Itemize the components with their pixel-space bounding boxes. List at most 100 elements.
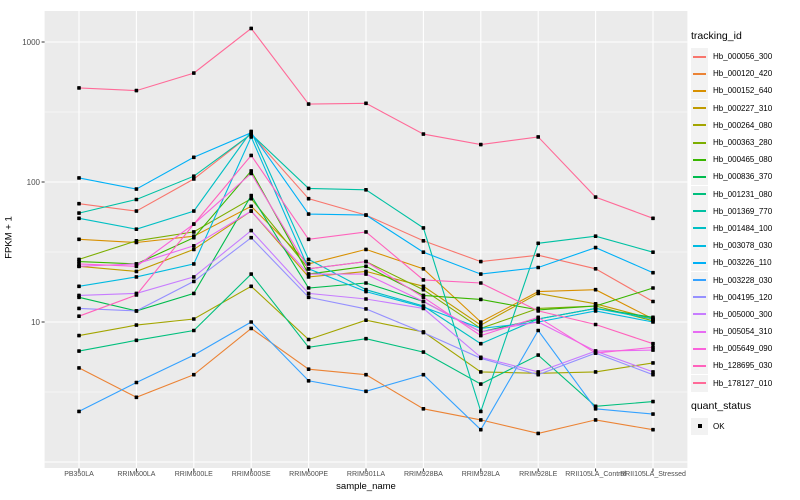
legend-key — [691, 237, 708, 255]
legend-item: Hb_001484_100 — [691, 219, 799, 237]
data-point — [364, 307, 368, 311]
legend: tracking_id Hb_000056_300 Hb_000120_420 Hb… — [691, 30, 799, 435]
data-point — [77, 201, 81, 206]
data-point — [536, 291, 540, 296]
data-point — [249, 193, 253, 198]
data-point — [192, 230, 196, 234]
data-point — [306, 272, 311, 276]
data-point — [306, 379, 311, 383]
data-point — [306, 337, 311, 342]
legend-title: tracking_id — [691, 30, 742, 42]
data-point — [479, 320, 483, 324]
data-point — [651, 286, 655, 290]
data-point — [249, 196, 253, 201]
data-point — [651, 345, 655, 350]
data-point — [651, 361, 655, 365]
data-point — [134, 227, 139, 231]
legend-color-line — [693, 141, 706, 144]
legend-key — [691, 82, 708, 100]
legend-color-line — [693, 89, 706, 92]
data-point — [77, 86, 81, 90]
legend-color-line — [693, 175, 706, 178]
legend-item: Hb_000363_280 — [691, 134, 799, 152]
legend-key — [691, 219, 708, 237]
legend-key — [691, 116, 708, 134]
legend-color-line — [693, 72, 706, 75]
legend-key — [691, 185, 708, 203]
legend-item-label: Hb_004195_120 — [713, 292, 773, 302]
data-point — [479, 409, 483, 414]
legend-color-line — [693, 279, 706, 282]
legend-item: Hb_005649_090 — [691, 340, 799, 358]
data-point — [593, 195, 598, 199]
data-point — [651, 412, 655, 416]
legend-item-label: Hb_001369_770 — [713, 206, 773, 216]
data-point — [192, 71, 196, 75]
data-point — [192, 155, 196, 160]
legend-item: Hb_128695_030 — [691, 357, 799, 375]
legend-color-line — [693, 124, 706, 127]
y-tick-label: 1000 — [22, 37, 40, 47]
data-point — [479, 323, 483, 327]
data-point — [364, 101, 368, 106]
x-tick-label: PB350LA — [64, 471, 94, 478]
legend-item-label: Hb_001231_080 — [713, 189, 773, 199]
legend-item: Hb_000465_080 — [691, 151, 799, 169]
legend-item-label: Hb_005054_310 — [713, 327, 773, 337]
data-point — [421, 295, 426, 300]
data-point — [134, 88, 139, 93]
data-point — [306, 237, 311, 242]
data-point — [536, 320, 540, 324]
data-point — [421, 278, 426, 282]
data-point — [192, 275, 196, 279]
legend-key — [691, 134, 708, 152]
data-point — [593, 418, 598, 422]
quant-legend-title: quant_status — [691, 399, 752, 412]
y-tick-label: 10 — [31, 317, 40, 327]
legend-item-label: Hb_000056_300 — [713, 52, 773, 62]
data-point — [536, 253, 540, 257]
data-point — [364, 281, 368, 285]
legend-key — [691, 151, 708, 169]
data-point — [192, 317, 196, 321]
legend-item: Hb_003078_030 — [691, 237, 799, 255]
data-point — [77, 216, 81, 221]
legend-item: Hb_178127_010 — [691, 374, 799, 392]
data-point — [593, 407, 598, 411]
legend-color-line — [693, 107, 706, 110]
x-tick-label: RRIM928LA — [461, 471, 500, 478]
legend-key — [691, 254, 708, 272]
data-point — [192, 328, 196, 333]
data-point — [77, 409, 81, 414]
data-point — [421, 350, 426, 354]
data-point — [364, 336, 368, 341]
data-point — [536, 135, 540, 139]
data-point — [192, 174, 196, 178]
legend-item-label: Hb_001484_100 — [713, 223, 773, 233]
data-point — [593, 245, 598, 250]
data-point — [77, 306, 81, 311]
data-point — [651, 216, 655, 221]
data-point — [134, 209, 139, 213]
data-point — [364, 230, 368, 234]
legend-color-line — [693, 244, 706, 247]
legend-item: Hb_005000_300 — [691, 305, 799, 323]
data-point — [192, 291, 196, 296]
data-point — [306, 295, 311, 300]
data-point — [593, 267, 598, 271]
data-point — [479, 418, 483, 422]
data-point — [192, 235, 196, 240]
data-point — [77, 284, 81, 289]
data-point — [249, 209, 253, 213]
data-point — [77, 333, 81, 338]
legend-key — [691, 340, 708, 358]
data-point — [249, 171, 253, 176]
data-point — [364, 289, 368, 294]
legend-color-line — [693, 296, 706, 299]
data-point — [306, 286, 311, 290]
data-point — [536, 372, 540, 377]
x-tick-label: RRIM928BA — [403, 471, 443, 478]
data-point — [249, 153, 253, 158]
data-point — [421, 330, 426, 335]
legend-color-line — [693, 347, 706, 350]
